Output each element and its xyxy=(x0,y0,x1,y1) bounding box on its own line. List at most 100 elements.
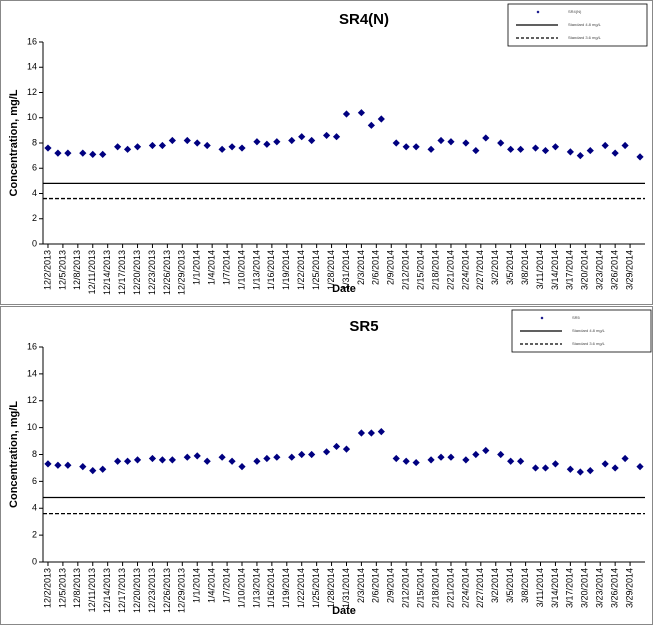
data-point xyxy=(472,450,480,459)
x-tick-label: 1/1/2014 xyxy=(192,568,202,603)
x-tick-label: 3/5/2014 xyxy=(505,250,515,285)
x-tick-label: 1/19/2014 xyxy=(281,250,291,290)
data-point xyxy=(288,136,296,145)
data-point xyxy=(566,148,574,156)
data-point xyxy=(203,141,211,150)
data-point xyxy=(114,457,122,465)
x-tick-label: 12/5/2013 xyxy=(57,568,67,608)
data-point xyxy=(601,460,609,468)
data-point xyxy=(551,143,560,151)
data-point xyxy=(507,457,515,465)
x-tick-label: 2/18/2014 xyxy=(430,250,440,290)
x-tick-label: 2/24/2014 xyxy=(460,568,470,608)
data-point xyxy=(531,144,540,152)
x-tick-label: 1/7/2014 xyxy=(221,568,231,603)
data-point xyxy=(447,453,455,461)
data-point xyxy=(89,150,97,158)
x-tick-label: 3/2/2014 xyxy=(490,568,500,603)
x-tick-label: 12/23/2013 xyxy=(147,250,157,295)
data-point xyxy=(54,149,62,157)
data-point xyxy=(123,145,132,153)
x-tick-label: 3/11/2014 xyxy=(535,250,545,289)
x-tick-label: 3/17/2014 xyxy=(565,568,575,608)
y-tick-label: 14 xyxy=(27,62,37,72)
x-tick-label: 12/14/2013 xyxy=(102,250,112,295)
x-tick-label: 2/12/2014 xyxy=(401,250,411,290)
x-axis-label: Date xyxy=(332,605,356,617)
data-point xyxy=(89,467,97,475)
y-tick-label: 2 xyxy=(32,530,37,540)
y-tick-label: 12 xyxy=(27,87,37,97)
data-point xyxy=(551,460,560,468)
x-tick-label: 2/24/2014 xyxy=(460,250,470,290)
x-tick-label: 1/16/2014 xyxy=(266,568,276,608)
x-tick-label: 1/22/2014 xyxy=(296,250,306,290)
data-point xyxy=(601,141,609,150)
data-point xyxy=(193,139,201,147)
y-tick-label: 10 xyxy=(27,112,37,122)
data-point xyxy=(158,456,167,464)
x-tick-label: 1/25/2014 xyxy=(311,568,321,608)
x-tick-label: 3/2/2014 xyxy=(490,250,500,285)
x-tick-label: 12/29/2013 xyxy=(177,250,187,295)
x-tick-label: 2/12/2014 xyxy=(401,568,411,608)
data-point xyxy=(392,139,400,147)
legend-label: Standard 3.6 mg/L xyxy=(568,35,602,40)
y-tick-label: 0 xyxy=(32,556,37,566)
data-point xyxy=(357,109,366,117)
data-point xyxy=(79,149,87,157)
y-tick-label: 6 xyxy=(32,163,37,173)
data-point xyxy=(253,457,261,465)
x-tick-label: 3/20/2014 xyxy=(580,250,590,290)
x-tick-label: 3/14/2014 xyxy=(550,568,560,608)
x-tick-label: 3/5/2014 xyxy=(505,568,515,603)
data-point xyxy=(133,456,142,464)
legend-label: Standard 3.6 mg/L xyxy=(572,341,606,346)
data-point xyxy=(123,457,132,465)
x-tick-label: 2/15/2014 xyxy=(415,250,425,290)
x-tick-label: 3/26/2014 xyxy=(610,250,620,290)
data-point xyxy=(54,461,62,469)
x-tick-label: 2/9/2014 xyxy=(386,568,396,603)
data-point xyxy=(228,143,236,151)
data-point xyxy=(238,462,246,471)
x-tick-label: 1/19/2014 xyxy=(281,568,291,608)
data-point xyxy=(507,145,515,153)
data-point xyxy=(412,458,420,467)
data-point xyxy=(517,457,525,465)
legend-label: SR4(N) xyxy=(568,9,582,14)
x-tick-label: 2/15/2014 xyxy=(415,568,425,608)
x-tick-label: 2/27/2014 xyxy=(475,250,485,290)
data-point xyxy=(148,454,157,463)
x-tick-label: 12/20/2013 xyxy=(132,568,142,613)
x-tick-label: 12/26/2013 xyxy=(162,250,172,295)
x-tick-label: 12/2/2013 xyxy=(42,250,52,290)
data-point xyxy=(427,456,435,464)
x-tick-label: 3/14/2014 xyxy=(550,250,560,290)
data-point xyxy=(183,453,191,461)
data-point xyxy=(367,121,375,129)
data-point xyxy=(228,457,236,465)
data-point xyxy=(298,450,306,459)
x-tick-label: 2/21/2014 xyxy=(445,250,455,290)
x-tick-label: 1/28/2014 xyxy=(326,250,336,290)
x-tick-label: 3/29/2014 xyxy=(624,568,634,608)
y-tick-label: 2 xyxy=(32,213,37,223)
data-point xyxy=(64,461,72,469)
data-point xyxy=(168,456,176,464)
data-point xyxy=(99,465,107,473)
data-point xyxy=(44,144,52,152)
data-point xyxy=(253,138,261,146)
data-point xyxy=(322,131,331,140)
x-tick-label: 12/5/2013 xyxy=(57,250,67,290)
data-point xyxy=(586,146,594,155)
x-tick-label: 12/29/2013 xyxy=(177,568,187,613)
data-point xyxy=(531,464,540,472)
x-tick-label: 3/26/2014 xyxy=(610,568,620,608)
data-point xyxy=(482,446,490,455)
data-point xyxy=(148,141,157,150)
data-point xyxy=(427,145,435,153)
y-tick-label: 16 xyxy=(27,36,37,46)
x-tick-label: 1/10/2014 xyxy=(236,250,246,290)
data-point xyxy=(437,136,445,145)
